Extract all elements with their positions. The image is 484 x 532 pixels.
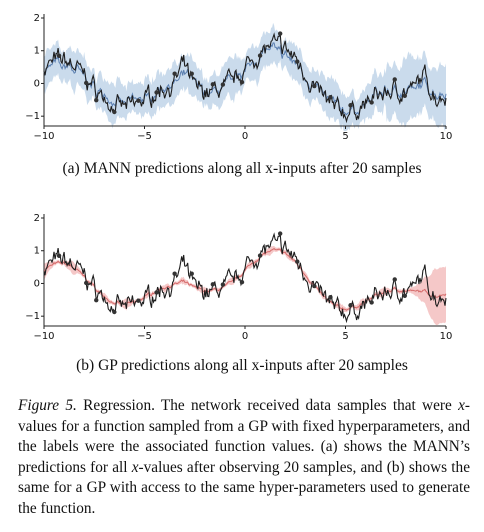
y-tick-label: 2 bbox=[34, 213, 40, 224]
figure-caption-math-x-1: x bbox=[458, 397, 465, 414]
sample-point bbox=[239, 79, 245, 85]
x-tick-label: 10 bbox=[440, 331, 453, 342]
sample-point bbox=[328, 94, 333, 100]
x-tick-label: −10 bbox=[33, 331, 54, 342]
x-tick-label: 5 bbox=[342, 331, 348, 342]
figure-caption-math-x-2: x bbox=[131, 458, 139, 476]
sample-point bbox=[277, 31, 283, 36]
sample-point bbox=[172, 271, 177, 276]
x-tick-label: −5 bbox=[137, 331, 152, 342]
sample-point bbox=[369, 100, 374, 105]
uncertainty-band bbox=[44, 22, 446, 132]
sample-point bbox=[189, 271, 194, 276]
sample-point bbox=[392, 277, 397, 282]
sample-point bbox=[348, 103, 353, 108]
true-function-line bbox=[43, 232, 447, 324]
figure-caption-part-3: -values after observing 20 samples, and … bbox=[18, 458, 470, 517]
sample-point bbox=[257, 53, 263, 58]
sample-point bbox=[220, 82, 226, 87]
y-tick-label: 0 bbox=[34, 78, 40, 89]
sample-point bbox=[112, 109, 117, 115]
figure-caption-part-1: Regression. The network received data sa… bbox=[76, 397, 459, 414]
sample-point bbox=[369, 300, 374, 305]
true-function-line bbox=[43, 32, 447, 124]
y-tick-label: −1 bbox=[25, 311, 40, 322]
sample-point bbox=[154, 90, 159, 95]
x-tick-label: −5 bbox=[137, 131, 152, 142]
sample-point bbox=[220, 282, 226, 287]
sample-point bbox=[295, 259, 300, 264]
sample-point bbox=[56, 53, 62, 58]
x-tick-label: 0 bbox=[242, 331, 248, 342]
sample-point bbox=[136, 98, 141, 103]
sample-point bbox=[312, 83, 317, 89]
sample-point bbox=[348, 303, 353, 308]
sample-point bbox=[112, 309, 117, 315]
y-tick-label: 2 bbox=[34, 13, 40, 24]
sample-point bbox=[210, 282, 216, 287]
sample-point bbox=[84, 280, 89, 286]
y-tick-label: −1 bbox=[25, 111, 40, 122]
predictive-mean-line bbox=[43, 247, 447, 311]
panel-a-caption: (a) MANN predictions along all x-inputs … bbox=[62, 160, 422, 177]
sample-point bbox=[172, 71, 177, 76]
sample-point bbox=[277, 231, 283, 236]
sample-point bbox=[189, 71, 194, 76]
figure-caption-part-2: -values for a function sampled from a GP… bbox=[18, 397, 470, 476]
x-tick-label: −10 bbox=[33, 131, 54, 142]
sample-point bbox=[257, 253, 263, 258]
sample-point bbox=[210, 82, 216, 87]
uncertainty-band bbox=[44, 245, 446, 326]
sample-point bbox=[295, 59, 300, 64]
x-tick-label: 10 bbox=[440, 131, 453, 142]
y-tick-label: 1 bbox=[34, 246, 40, 257]
y-tick-label: 0 bbox=[34, 278, 40, 289]
x-tick-label: 5 bbox=[342, 131, 348, 142]
panel-a: −10 −5 0 5 10 −1 0 1 2 (a) MANN predictions alon… bbox=[0, 0, 484, 190]
sample-point bbox=[402, 293, 407, 298]
panel-b-caption: (b) GP predictions along all x-inputs af… bbox=[76, 357, 408, 374]
x-tick-label: 0 bbox=[242, 131, 248, 142]
sample-point bbox=[239, 279, 245, 285]
sample-point bbox=[136, 298, 141, 303]
sample-point bbox=[328, 294, 333, 300]
sample-point bbox=[94, 97, 99, 103]
sample-point bbox=[402, 93, 407, 98]
panel-b: −10 −5 0 5 10 −1 0 1 2 (b) GP predictions along … bbox=[0, 200, 484, 388]
sample-point bbox=[56, 253, 62, 258]
sample-point bbox=[312, 283, 317, 289]
sample-point bbox=[392, 77, 397, 82]
figure-label: Figure 5. bbox=[18, 397, 77, 414]
sample-point bbox=[94, 297, 99, 303]
y-tick-label: 1 bbox=[34, 46, 40, 57]
sample-point bbox=[84, 80, 89, 86]
figure-caption: Figure 5. Regression. The network receiv… bbox=[18, 396, 470, 519]
sample-point bbox=[154, 290, 159, 295]
